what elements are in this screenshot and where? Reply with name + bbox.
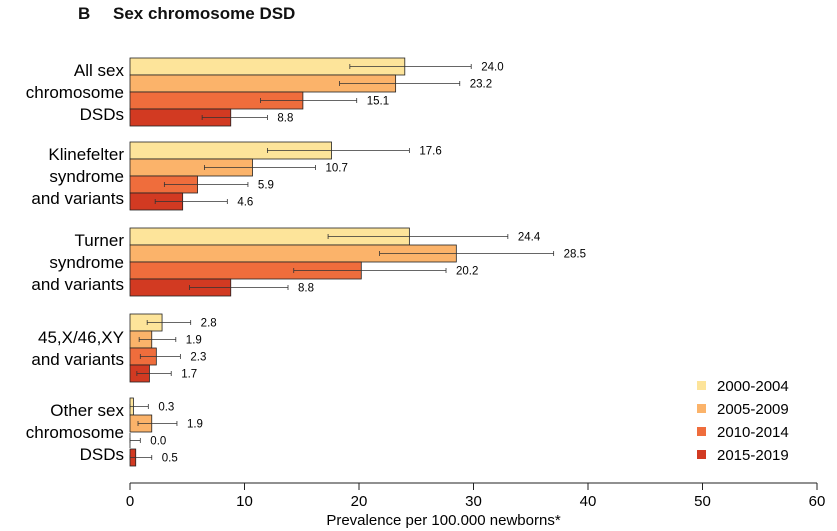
legend-swatch	[697, 404, 706, 413]
category-label: Other sex chromosome DSDs	[26, 401, 125, 464]
x-tick-label: 40	[580, 493, 597, 510]
category-label-line: syndrome	[49, 167, 124, 186]
data-label: 2.3	[190, 352, 206, 364]
data-label: 5.9	[258, 180, 274, 192]
category-label-line: Turner	[75, 231, 125, 250]
data-label: 24.0	[481, 62, 503, 74]
category-label: 45,X/46,XY and variants	[31, 328, 124, 369]
x-tick-label: 60	[809, 493, 826, 510]
category-label-line: and variants	[31, 350, 124, 369]
data-label: 4.6	[237, 197, 253, 209]
data-label: 28.5	[564, 249, 586, 261]
category-label-line: Other sex	[50, 401, 124, 420]
legend-label: 2015-2019	[717, 447, 789, 464]
legend-swatch	[697, 427, 706, 436]
data-label: 23.2	[470, 79, 492, 91]
category-label-line: and variants	[31, 189, 124, 208]
data-label: 20.2	[456, 266, 478, 278]
x-tick-label: 30	[465, 493, 482, 510]
category-label-line: chromosome	[26, 83, 124, 102]
data-label: 15.1	[367, 96, 389, 108]
category-label: Klinefelter syndrome and variants	[31, 145, 124, 208]
x-tick-label: 10	[236, 493, 253, 510]
data-label: 1.7	[181, 369, 197, 381]
legend-label: 2005-2009	[717, 401, 789, 418]
category-label-line: syndrome	[49, 253, 124, 272]
category-label-line: All sex	[74, 61, 125, 80]
legend-label: 2010-2014	[717, 424, 789, 441]
data-label: 24.4	[518, 232, 541, 244]
category-label-line: DSDs	[80, 105, 124, 124]
data-label: 0.0	[150, 436, 166, 448]
category-label-line: Klinefelter	[48, 145, 124, 164]
data-label: 8.8	[298, 283, 314, 295]
data-label: 10.7	[325, 163, 347, 175]
legend-swatch	[697, 450, 706, 459]
data-label: 8.8	[277, 113, 293, 125]
x-tick-label: 0	[126, 493, 134, 510]
data-label: 1.9	[186, 335, 202, 347]
category-label: All sex chromosome DSDs	[26, 61, 125, 124]
panel-letter: B	[78, 4, 91, 23]
panel-title: Sex chromosome DSD	[113, 4, 296, 23]
category-label-line: DSDs	[80, 445, 124, 464]
x-tick-label: 50	[694, 493, 711, 510]
category-label-line: 45,X/46,XY	[38, 328, 124, 347]
data-label: 0.5	[162, 453, 178, 465]
category-label-line: and variants	[31, 275, 124, 294]
category-label: Turner syndrome and variants	[31, 231, 124, 294]
x-tick-label: 20	[351, 493, 368, 510]
data-label: 1.9	[187, 419, 203, 431]
data-label: 2.8	[201, 318, 217, 330]
legend-swatch	[697, 381, 706, 390]
data-label: 0.3	[158, 402, 174, 414]
category-label-line: chromosome	[26, 423, 124, 442]
legend-label: 2000-2004	[717, 378, 789, 395]
data-label: 17.6	[419, 146, 441, 158]
x-axis-title: Prevalence per 100.000 newborns*	[326, 512, 560, 529]
